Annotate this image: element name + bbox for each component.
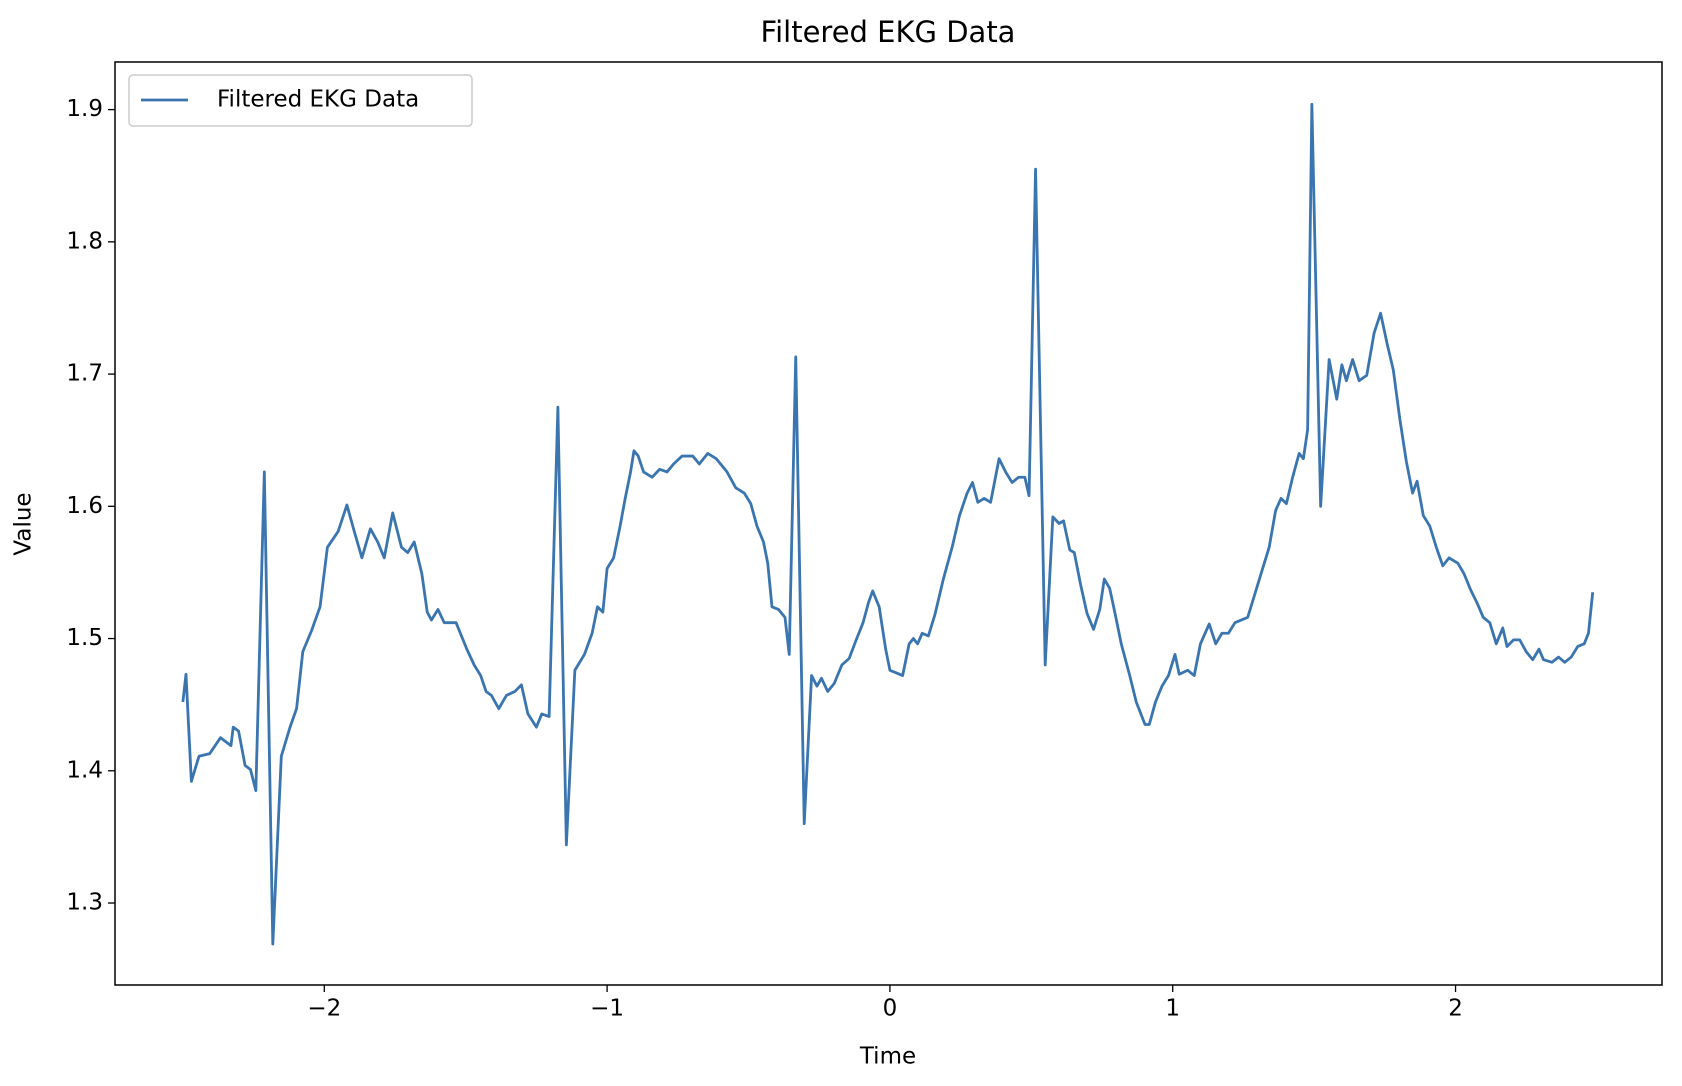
y-tick-label: 1.6 xyxy=(66,493,103,519)
y-tick-label: 1.3 xyxy=(66,890,103,916)
y-tick-label: 1.7 xyxy=(66,361,103,387)
y-tick-label: 1.5 xyxy=(66,625,103,651)
legend-label: Filtered EKG Data xyxy=(217,87,419,113)
y-tick-label: 1.4 xyxy=(66,757,103,783)
legend-box xyxy=(128,74,473,127)
x-tick-label: 1 xyxy=(1165,996,1180,1022)
y-axis-label: Value xyxy=(11,492,37,555)
chart-title: Filtered EKG Data xyxy=(761,15,1016,49)
y-tick-label: 1.8 xyxy=(66,228,103,254)
x-tick-label: −2 xyxy=(307,996,341,1022)
x-tick-label: 2 xyxy=(1448,996,1463,1022)
y-tick-label: 1.9 xyxy=(66,96,103,122)
data-line xyxy=(181,102,1595,946)
x-tick-label: 0 xyxy=(883,996,898,1022)
x-axis-label: Time xyxy=(859,1044,916,1070)
plot-frame xyxy=(114,61,1663,986)
x-tick-label: −1 xyxy=(590,996,624,1022)
